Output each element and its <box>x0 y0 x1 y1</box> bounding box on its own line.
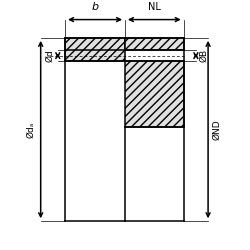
Text: b: b <box>92 2 99 12</box>
Text: NL: NL <box>148 2 161 12</box>
Text: ØB: ØB <box>200 49 209 62</box>
Text: Ødₐ: Ødₐ <box>27 121 36 138</box>
Text: ØND: ØND <box>212 119 221 140</box>
Polygon shape <box>125 61 184 127</box>
Text: Ød: Ød <box>45 49 54 62</box>
Polygon shape <box>65 38 125 61</box>
Polygon shape <box>125 38 184 50</box>
